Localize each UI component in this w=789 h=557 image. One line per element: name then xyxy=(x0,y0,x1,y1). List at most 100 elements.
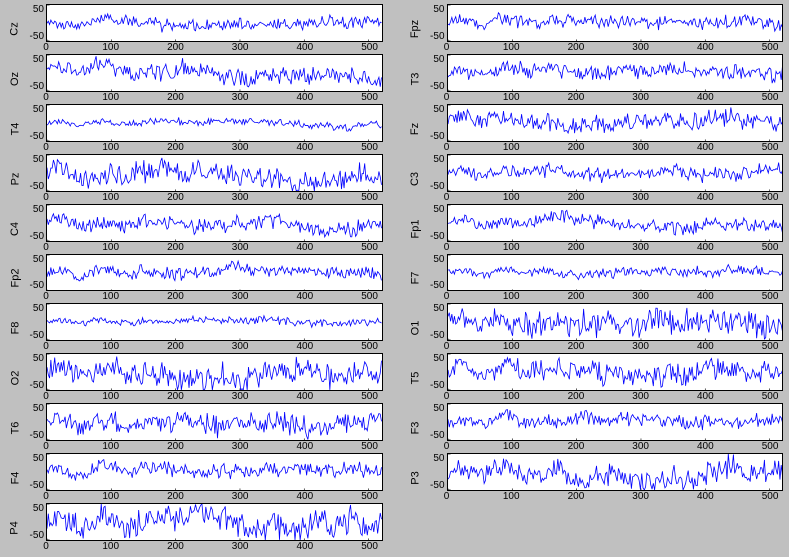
signal-svg xyxy=(47,55,382,91)
channel-label: T3 xyxy=(407,54,425,104)
axes-row: 50-50 xyxy=(425,403,784,441)
channel-label: Cz xyxy=(6,4,24,54)
y-tick-labels: 50-50 xyxy=(425,4,447,42)
x-tick: 0 xyxy=(444,491,450,502)
x-tick: 300 xyxy=(232,441,249,452)
x-tick: 300 xyxy=(632,441,649,452)
x-tick: 200 xyxy=(167,291,184,302)
y-tick-labels: 50-50 xyxy=(24,4,46,42)
channel-label-text: O2 xyxy=(9,371,21,386)
axes-row: 50-50 xyxy=(425,353,784,391)
axes-row: 50-50 xyxy=(24,254,383,292)
y-tick: -50 xyxy=(30,31,44,42)
axes-row: 50-50 xyxy=(425,104,784,142)
plot-column: 50-500100200300400500 xyxy=(24,104,383,154)
channel-label-text: P4 xyxy=(9,521,21,534)
x-tick-labels: 0100200300400500 xyxy=(24,541,383,553)
x-tick-label-strip: 0100200300400500 xyxy=(447,142,784,154)
plot-column: 50-500100200300400500 xyxy=(425,403,784,453)
eeg-panel-fp1: Fp150-500100200300400500 xyxy=(407,204,784,254)
signal-line xyxy=(47,504,382,540)
x-tick: 400 xyxy=(697,42,714,53)
x-tick: 100 xyxy=(503,192,520,203)
signal-line xyxy=(448,13,783,31)
signal-svg xyxy=(47,205,382,241)
x-tick: 100 xyxy=(102,291,119,302)
y-tick: 50 xyxy=(33,204,44,215)
plot-column: 50-500100200300400500 xyxy=(425,254,784,304)
signal-svg xyxy=(47,504,382,540)
x-tick: 400 xyxy=(297,92,314,103)
signal-svg xyxy=(47,5,382,41)
channel-label: C3 xyxy=(407,154,425,204)
x-tick: 400 xyxy=(297,142,314,153)
x-tick: 100 xyxy=(102,441,119,452)
x-tick: 400 xyxy=(697,491,714,502)
x-tick-label-strip: 0100200300400500 xyxy=(46,291,383,303)
channel-label-text: F4 xyxy=(9,472,21,485)
x-tick: 300 xyxy=(632,92,649,103)
x-tick: 0 xyxy=(444,341,450,352)
eeg-panel-t3: T350-500100200300400500 xyxy=(407,54,784,104)
x-tick: 100 xyxy=(503,391,520,402)
x-tick-labels: 0100200300400500 xyxy=(24,192,383,204)
y-tick-labels: 50-50 xyxy=(24,303,46,341)
axes xyxy=(46,4,383,42)
y-tick: 50 xyxy=(33,254,44,265)
y-tick: 50 xyxy=(33,303,44,314)
axes xyxy=(447,4,784,42)
x-tick: 200 xyxy=(568,391,585,402)
axes xyxy=(46,353,383,391)
channel-label: T5 xyxy=(407,353,425,403)
channel-label: Pz xyxy=(6,154,24,204)
x-tick: 400 xyxy=(297,291,314,302)
plot-column: 50-500100200300400500 xyxy=(425,154,784,204)
y-tick: 50 xyxy=(33,503,44,514)
y-tick-labels: 50-50 xyxy=(425,303,447,341)
x-tick: 500 xyxy=(361,242,378,253)
x-tick: 100 xyxy=(503,441,520,452)
eeg-panel-oz: Oz50-500100200300400500 xyxy=(6,54,383,104)
x-tick-label-strip: 0100200300400500 xyxy=(46,242,383,254)
y-tick: -50 xyxy=(430,280,444,291)
x-tick: 300 xyxy=(632,242,649,253)
channel-label-text: Oz xyxy=(9,72,21,86)
channel-label: T6 xyxy=(6,403,24,453)
empty-panel-spacer xyxy=(407,503,784,553)
y-tick: -50 xyxy=(30,181,44,192)
y-tick: -50 xyxy=(430,480,444,491)
axes-row: 50 -50 xyxy=(24,204,383,242)
x-tick-labels: 0100200300400500 xyxy=(425,192,784,204)
figure: Cz50-500100200300400500Oz50-500100200300… xyxy=(0,0,789,557)
channel-label: F4 xyxy=(6,453,24,503)
signal-svg xyxy=(448,105,783,141)
y-tick: 50 xyxy=(33,353,44,364)
y-tick-labels: 50-50 xyxy=(425,154,447,192)
x-tick: 0 xyxy=(43,291,49,302)
x-tick: 500 xyxy=(762,142,779,153)
x-tick-label-strip: 0100200300400500 xyxy=(447,242,784,254)
signal-line xyxy=(47,117,382,131)
y-tick-labels: 50 -50 xyxy=(24,204,46,242)
y-tick: 50 xyxy=(433,4,444,15)
signal-svg xyxy=(448,304,783,340)
channel-label: Fpz xyxy=(407,4,425,54)
x-tick: 400 xyxy=(697,441,714,452)
x-tick: 100 xyxy=(503,242,520,253)
plot-column: 50-500100200300400500 xyxy=(425,453,784,503)
eeg-panel-fp2: Fp250-500100200300400500 xyxy=(6,254,383,304)
x-tick-labels: 0100200300400500 xyxy=(24,291,383,303)
signal-svg xyxy=(47,304,382,340)
x-tick-labels: 0100200300400500 xyxy=(425,441,784,453)
x-tick: 100 xyxy=(102,192,119,203)
eeg-panel-t6: T650-500100200300400500 xyxy=(6,403,383,453)
signal-line xyxy=(448,264,783,279)
channel-label-text: Fpz xyxy=(410,20,422,38)
eeg-panel-f3: F350-500100200300400500 xyxy=(407,403,784,453)
signal-line xyxy=(448,107,783,133)
signal-svg xyxy=(448,155,783,191)
y-tick: -50 xyxy=(30,231,44,242)
x-tick-labels: 0100200300400500 xyxy=(425,142,784,154)
axes-row: 50-50 xyxy=(24,303,383,341)
x-tick-labels: 0100200300400500 xyxy=(425,42,784,54)
